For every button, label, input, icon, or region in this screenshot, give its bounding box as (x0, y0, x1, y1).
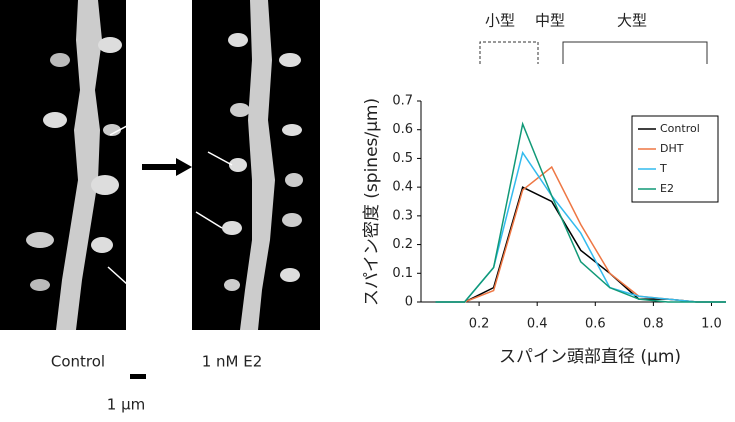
size-class-label: 小型 (485, 12, 515, 30)
y-tick-label: 0.7 (392, 94, 413, 109)
x-tick-label: 1.0 (701, 317, 722, 332)
y-tick-label: 0.2 (392, 237, 413, 252)
x-tick-label: 0.4 (527, 317, 548, 332)
panel-label: 1 nM E2 (202, 353, 263, 371)
bracket-small (480, 42, 538, 64)
x-axis-title: スパイン頭部直径 (μm) (499, 347, 681, 367)
y-tick-label: 0.3 (392, 208, 413, 223)
transition-arrow (142, 158, 192, 176)
y-tick-label: 0.5 (392, 151, 413, 166)
y-tick-label: 0.6 (392, 122, 413, 137)
y-tick-label: 0 (405, 295, 413, 310)
y-tick-label: 0.4 (392, 180, 413, 195)
x-tick-label: 0.8 (643, 317, 664, 332)
size-class-label: 中型 (535, 12, 565, 30)
bracket-large (563, 42, 707, 64)
size-class-label: 大型 (617, 12, 647, 30)
x-tick-label: 0.6 (585, 317, 606, 332)
legend-label: DHT (660, 142, 684, 155)
micrograph-e2 (192, 0, 320, 330)
micrograph-control (0, 0, 138, 330)
y-axis-title: スパイン密度 (spines/μm) (362, 98, 382, 306)
x-tick-label: 0.2 (469, 317, 490, 332)
scale-bar (130, 374, 146, 379)
legend-label: Control (660, 122, 700, 135)
legend-label: T (659, 162, 667, 175)
figure: Control 1 nM E2 1 μm 小型 中型 大型 スパイン頭部直径 (… (0, 0, 735, 418)
scale-label: 1 μm (107, 396, 145, 414)
y-tick-label: 0.1 (392, 266, 413, 281)
legend-label: E2 (660, 182, 674, 195)
panel-label: Control (51, 353, 105, 371)
